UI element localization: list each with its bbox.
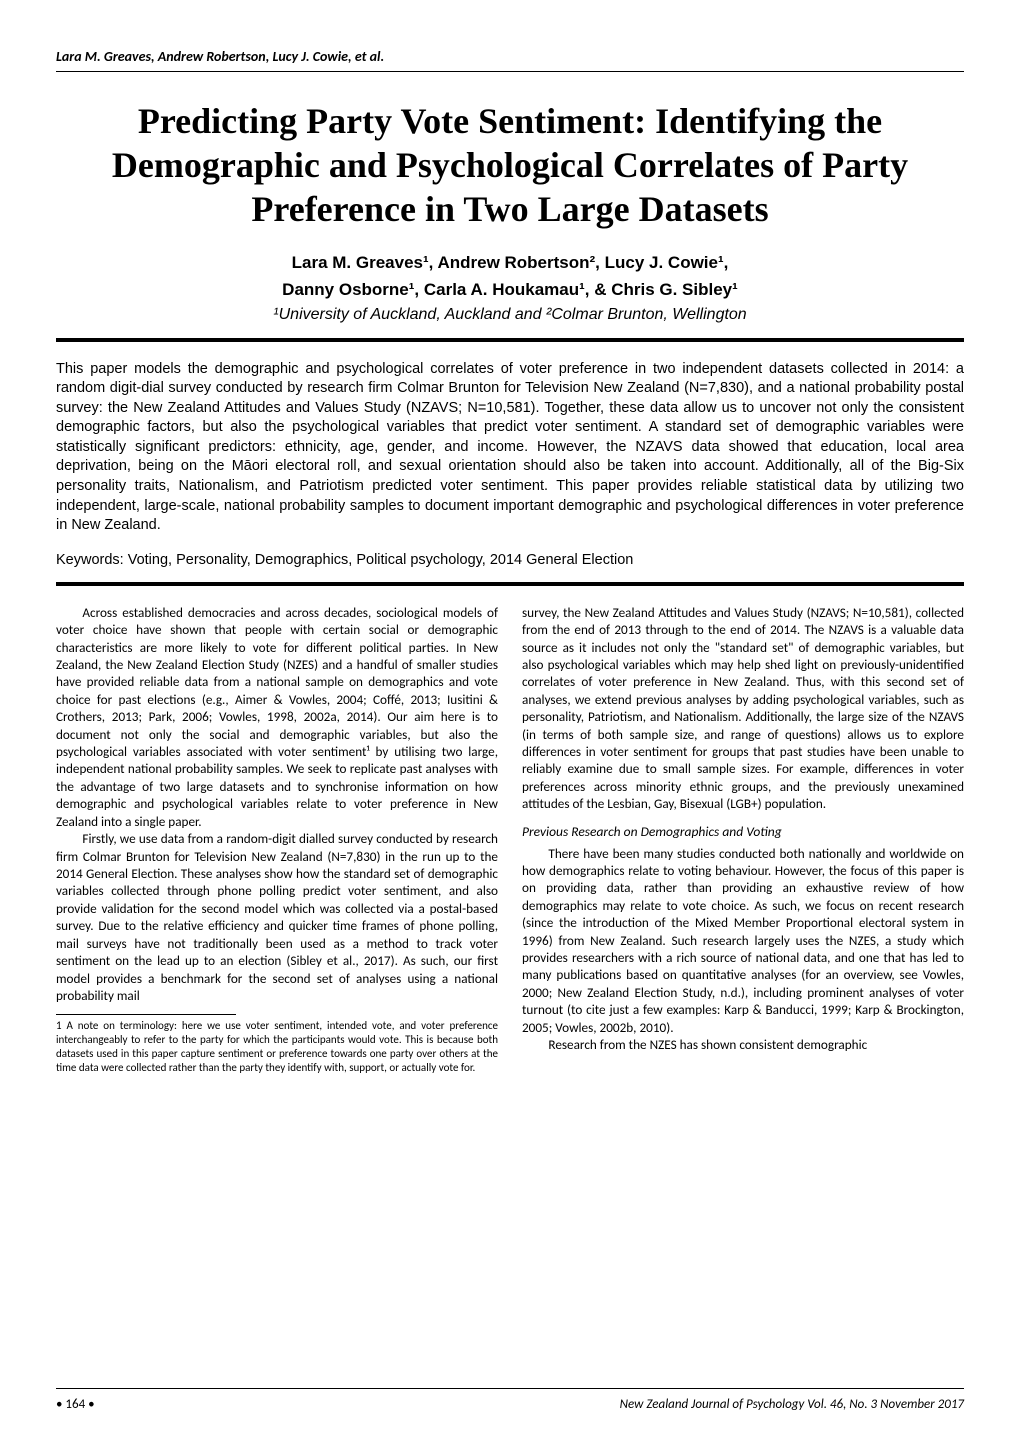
- article-title: Predicting Party Vote Sentiment: Identif…: [56, 100, 964, 232]
- body-para-4: There have been many studies conducted b…: [522, 845, 964, 1037]
- authors-line-2: Danny Osborne¹, Carla A. Houkamau¹, & Ch…: [56, 279, 964, 302]
- body-para-3: survey, the New Zealand Attitudes and Va…: [522, 604, 964, 813]
- body-columns: Across established democracies and acros…: [56, 604, 964, 1075]
- page-number: • 164 •: [56, 1397, 95, 1412]
- body-para-2: Firstly, we use data from a random-digit…: [56, 830, 498, 1004]
- authors-line-1: Lara M. Greaves¹, Andrew Robertson², Luc…: [56, 252, 964, 275]
- rule-abstract-top: [56, 338, 964, 342]
- rule-abstract-bottom: [56, 582, 964, 586]
- journal-info: New Zealand Journal of Psychology Vol. 4…: [620, 1397, 964, 1412]
- section-subhead: Previous Research on Demographics and Vo…: [522, 823, 964, 841]
- keywords: Keywords: Voting, Personality, Demograph…: [56, 552, 964, 568]
- abstract-text: This paper models the demographic and ps…: [56, 360, 964, 536]
- body-para-5: Research from the NZES has shown consist…: [522, 1036, 964, 1053]
- footnote-1: 1 A note on terminology: here we use vot…: [56, 1019, 498, 1074]
- rule-top: [56, 71, 964, 72]
- footnote-rule: [56, 1014, 236, 1015]
- body-para-1: Across established democracies and acros…: [56, 604, 498, 830]
- affiliation: ¹University of Auckland, Auckland and ²C…: [56, 306, 964, 324]
- page-footer: • 164 • New Zealand Journal of Psycholog…: [56, 1388, 964, 1412]
- running-header: Lara M. Greaves, Andrew Robertson, Lucy …: [56, 48, 964, 65]
